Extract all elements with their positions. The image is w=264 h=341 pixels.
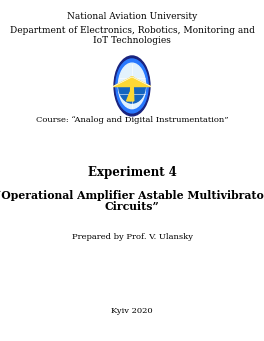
Text: “Operational Amplifier Astable Multivibrator: “Operational Amplifier Astable Multivibr… xyxy=(0,190,264,201)
Text: Prepared by Prof. V. Ulansky: Prepared by Prof. V. Ulansky xyxy=(72,233,192,241)
Text: Circuits”: Circuits” xyxy=(105,202,159,212)
Ellipse shape xyxy=(114,56,150,116)
Polygon shape xyxy=(113,77,151,87)
Text: Experiment 4: Experiment 4 xyxy=(88,166,176,179)
Text: Kyiv 2020: Kyiv 2020 xyxy=(111,307,153,315)
Polygon shape xyxy=(127,92,130,101)
Text: Department of Electronics, Robotics, Monitoring and: Department of Electronics, Robotics, Mon… xyxy=(10,26,254,34)
Ellipse shape xyxy=(118,63,146,109)
Text: National Aviation University: National Aviation University xyxy=(67,12,197,21)
Ellipse shape xyxy=(116,59,148,113)
Text: IoT Technologies: IoT Technologies xyxy=(93,36,171,45)
Text: Course: “Analog and Digital Instrumentation”: Course: “Analog and Digital Instrumentat… xyxy=(36,116,228,124)
Polygon shape xyxy=(130,77,134,101)
Wedge shape xyxy=(119,86,145,103)
